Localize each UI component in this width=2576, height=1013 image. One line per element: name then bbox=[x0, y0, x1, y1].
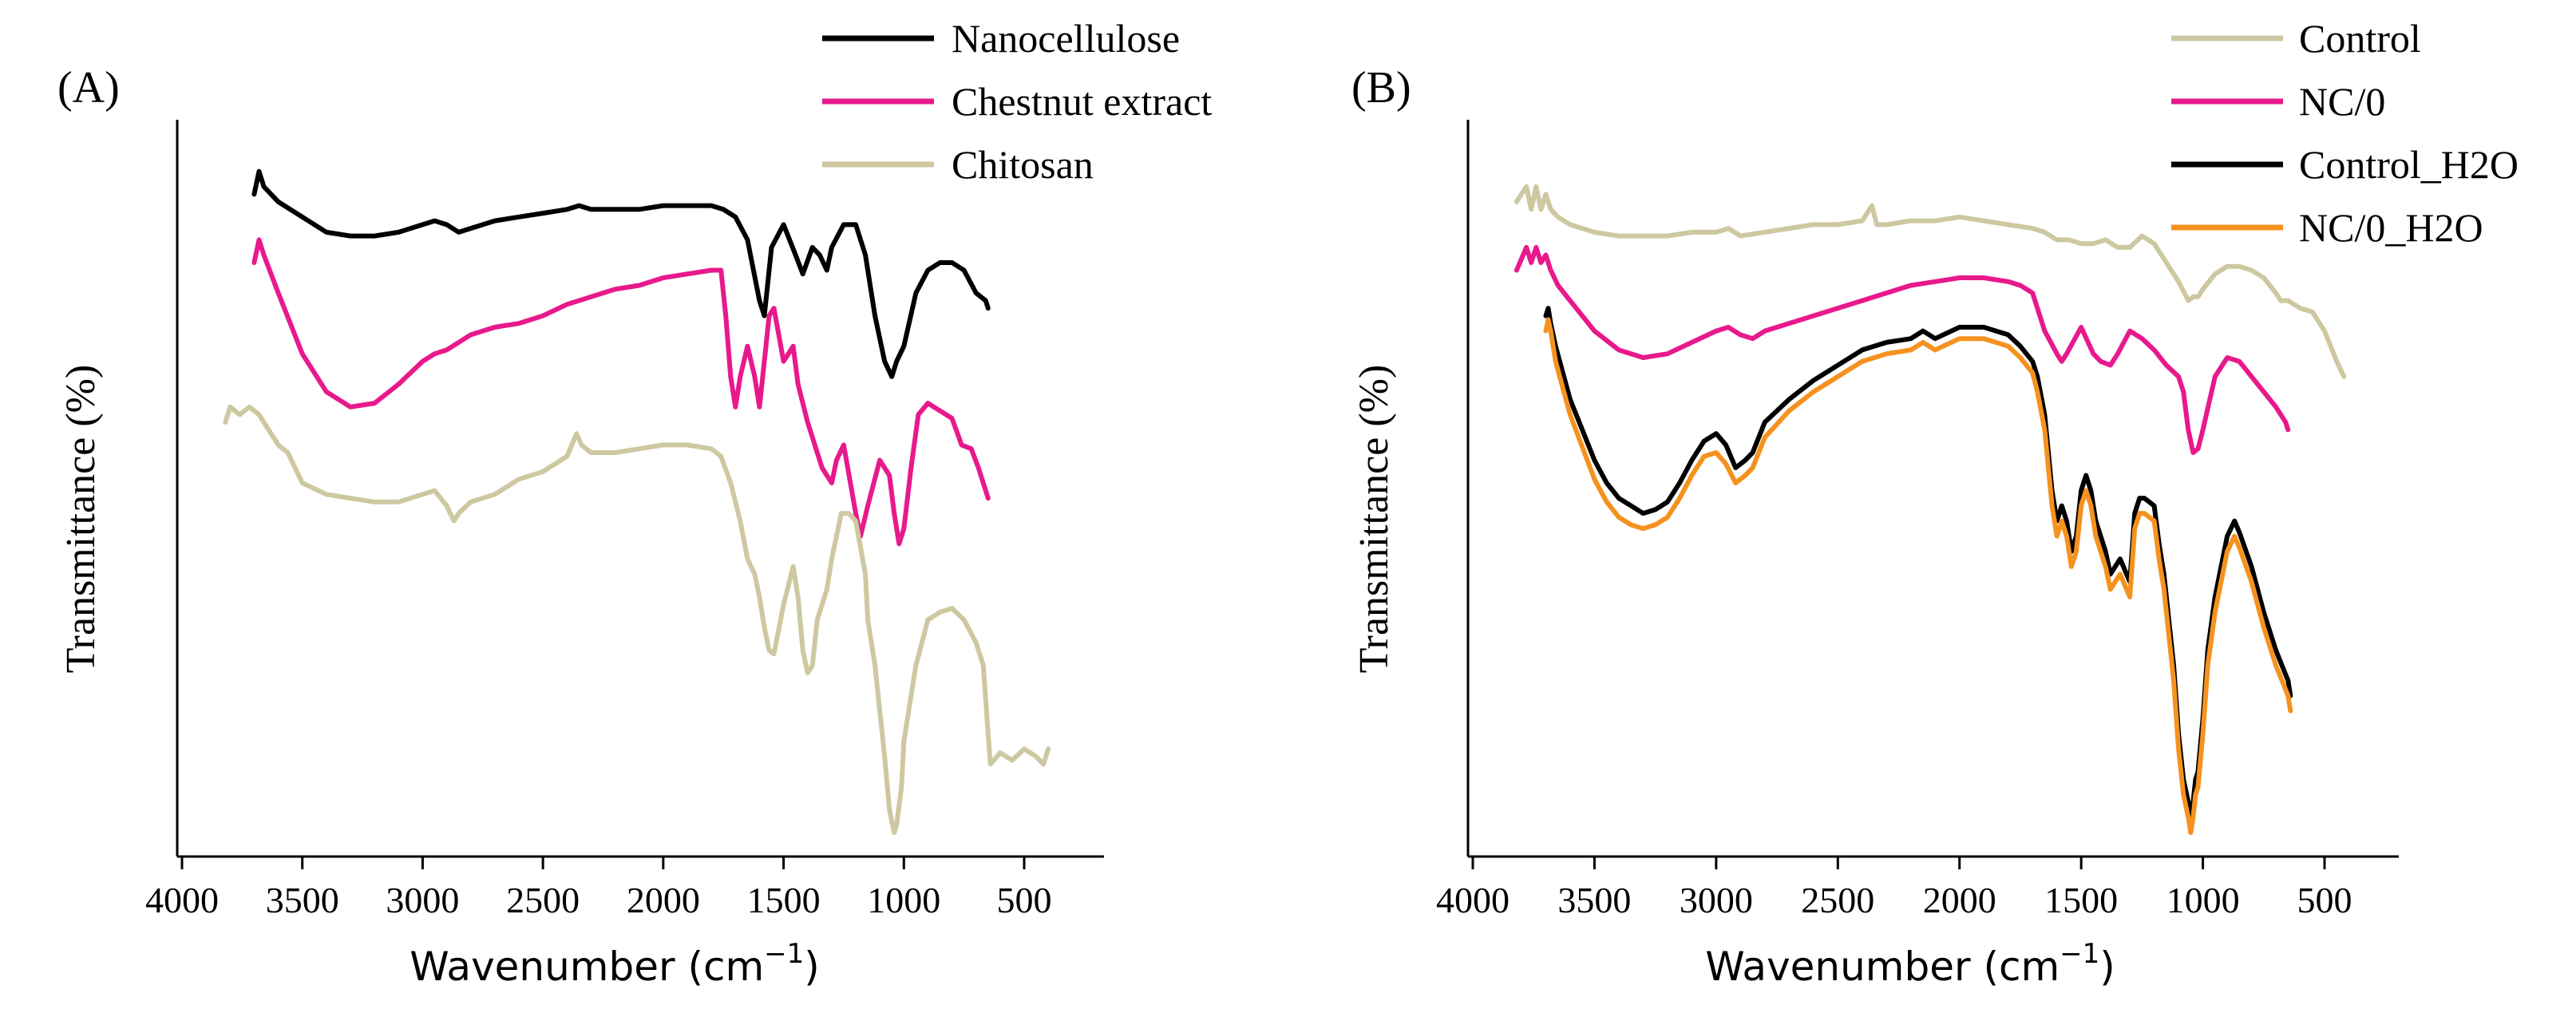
x-tick-label: 4000 bbox=[1436, 880, 1510, 920]
panel-a: 4000 3500 3000 2500 2000 1500 1000 500 (A) Transm… bbox=[57, 16, 1212, 990]
x-axis-label: Wavenumber (cm−1) bbox=[410, 938, 820, 990]
legend-label: NC/0 bbox=[2299, 79, 2385, 124]
x-tick-label: 500 bbox=[997, 880, 1052, 920]
series-line-control bbox=[1514, 184, 2347, 379]
panel-label: (A) bbox=[57, 63, 120, 113]
series-line-nanocellulose bbox=[251, 168, 991, 379]
legend: Control NC/0 Control_H2O NC/0_H2O bbox=[2171, 16, 2519, 250]
legend: Nanocellulose Chestnut extract Chitosan bbox=[822, 16, 1212, 187]
series-line-chestnut-extract bbox=[251, 237, 991, 547]
x-tick-label: 2000 bbox=[627, 880, 700, 920]
y-axis-label: Transmittance (%) bbox=[58, 365, 104, 674]
x-tick-label: 1000 bbox=[2166, 880, 2240, 920]
x-tick-label: 3000 bbox=[386, 880, 459, 920]
x-tick-label: 3500 bbox=[266, 880, 339, 920]
y-axis-label: Transmittance (%) bbox=[1351, 365, 1397, 674]
x-tick-label: 2000 bbox=[1923, 880, 1996, 920]
legend-label: Chestnut extract bbox=[952, 79, 1212, 124]
x-tick-label: 2500 bbox=[1801, 880, 1874, 920]
panel-label: (B) bbox=[1351, 63, 1411, 113]
legend-label: NC/0_H2O bbox=[2299, 205, 2483, 250]
series-line-nc-0 bbox=[1514, 244, 2291, 455]
x-tick-label: 4000 bbox=[145, 880, 219, 920]
legend-label: Chitosan bbox=[952, 142, 1094, 187]
series-line-chitosan bbox=[223, 404, 1051, 835]
series-line-nc-0-h2o bbox=[1543, 317, 2293, 835]
legend-label: Nanocellulose bbox=[952, 16, 1180, 61]
x-tick-label: 2500 bbox=[506, 880, 580, 920]
x-axis-label: Wavenumber (cm−1) bbox=[1705, 938, 2115, 990]
x-tick-label: 3000 bbox=[1680, 880, 1753, 920]
panel-b: 4000 3500 3000 2500 2000 1500 1000 500 (B) Transm… bbox=[1351, 16, 2519, 990]
x-tick-label: 1500 bbox=[2044, 880, 2118, 920]
x-tick-label: 1000 bbox=[867, 880, 940, 920]
x-tick-label: 500 bbox=[2297, 880, 2352, 920]
x-tick-label: 1500 bbox=[747, 880, 821, 920]
legend-label: Control_H2O bbox=[2299, 142, 2519, 187]
x-tick-label: 3500 bbox=[1557, 880, 1631, 920]
legend-label: Control bbox=[2299, 16, 2421, 61]
